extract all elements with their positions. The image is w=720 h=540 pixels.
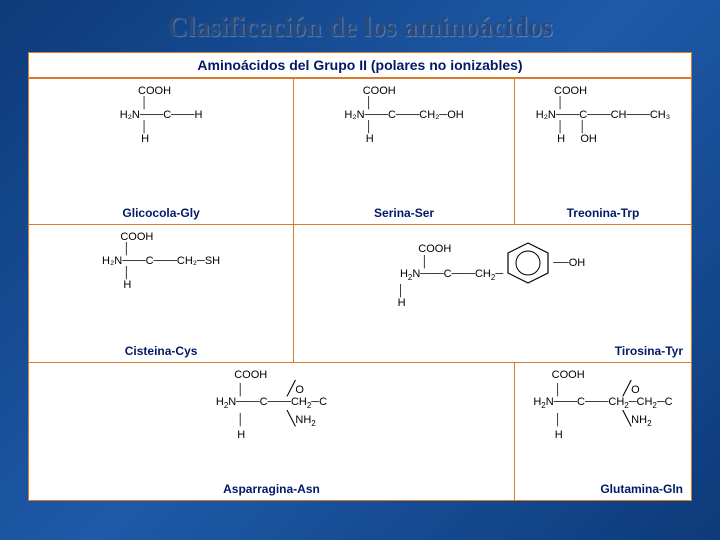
cell-ser: COOH │ H₂N───C───CH₂─OH │ H Serina-Ser (294, 79, 515, 225)
amino-grid: COOH │ H₂N───C───H │ H Glicocola-Gly COO… (28, 78, 692, 501)
label-cys: Cisteina-Cys (29, 344, 293, 358)
slide-title: Clasificación de los aminoácidos (0, 0, 720, 52)
structure-tyr-bottom: │ H (376, 285, 687, 309)
structure-thr: COOH │ H₂N───C───CH───CH₃ │ │ H OH (536, 85, 671, 145)
structure-cys: COOH │ H₂N───C───CH₂─SH │ H (102, 231, 220, 291)
structure-asn: COOH │ ╱O H2N───C───CH2─C │ ╲NH2 H (216, 369, 327, 442)
amino-table: Aminoácidos del Grupo II (polares no ion… (28, 52, 692, 501)
structure-gly: COOH │ H₂N───C───H │ H (120, 85, 203, 145)
table-row: COOH │ H₂N───C───CH₂─SH │ H Cisteina-Cys… (29, 225, 692, 363)
cell-thr: COOH │ H₂N───C───CH───CH₃ │ │ H OH Treon… (514, 79, 691, 225)
cell-gly: COOH │ H₂N───C───H │ H Glicocola-Gly (29, 79, 294, 225)
structure-gln: COOH │ ╱O H2N───C───CH2─CH2─C │ ╲NH2 H (533, 369, 672, 442)
label-ser: Serina-Ser (294, 206, 514, 220)
table-row: COOH │ ╱O H2N───C───CH2─C │ ╲NH2 H Aspar… (29, 363, 692, 501)
label-asn: Asparragina-Asn (29, 482, 514, 496)
structure-tyr-left: COOH │ H2N───C───CH2─ (400, 243, 503, 282)
cell-tyr: COOH │ H2N───C───CH2─ ──OH │ H Tirosina-… (294, 225, 692, 363)
structure-ser: COOH │ H₂N───C───CH₂─OH │ H (344, 85, 463, 145)
cell-gln: COOH │ ╱O H2N───C───CH2─CH2─C │ ╲NH2 H G… (514, 363, 691, 501)
structure-tyr-right: ──OH (553, 257, 585, 269)
table-row: COOH │ H₂N───C───H │ H Glicocola-Gly COO… (29, 79, 692, 225)
label-tyr: Tirosina-Tyr (615, 344, 683, 358)
table-header: Aminoácidos del Grupo II (polares no ion… (28, 52, 692, 78)
cell-cys: COOH │ H₂N───C───CH₂─SH │ H Cisteina-Cys (29, 225, 294, 363)
label-gly: Glicocola-Gly (29, 206, 293, 220)
cell-asn: COOH │ ╱O H2N───C───CH2─C │ ╲NH2 H Aspar… (29, 363, 515, 501)
label-gln: Glutamina-Gln (600, 482, 683, 496)
label-thr: Treonina-Trp (515, 206, 691, 220)
benzene-ring-icon (503, 241, 553, 285)
